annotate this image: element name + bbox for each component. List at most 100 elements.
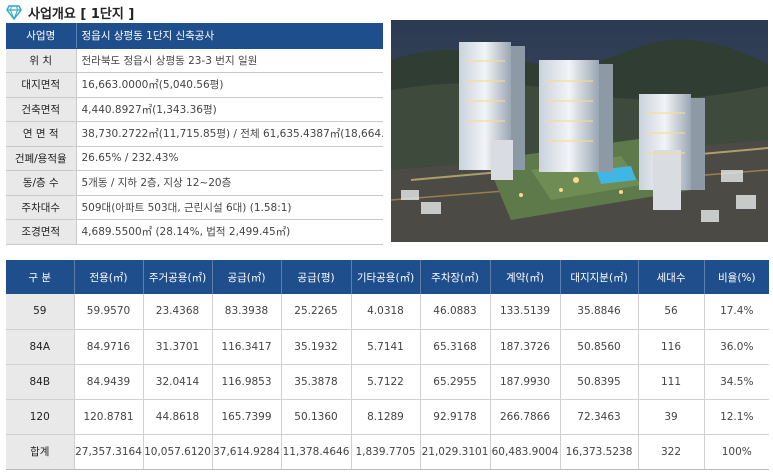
- overview-label: 연 면 적: [6, 121, 77, 147]
- table-cell: 25.2265: [281, 294, 352, 330]
- table-cell: 120: [6, 399, 75, 435]
- overview-value: 전라북도 정읍시 상평동 23-3 번지 일원: [76, 48, 383, 73]
- overview-label: 위 치: [6, 48, 77, 73]
- overview-label: 건폐/용적율: [6, 146, 77, 171]
- table-cell: 44.8618: [143, 399, 213, 435]
- table-cell: 50.8560: [560, 329, 639, 365]
- table-cell: 187.9930: [490, 364, 561, 400]
- overview-row: 사업명 정읍시 상평동 1단지 신축공사: [6, 23, 383, 49]
- table-cell: 72.3463: [560, 399, 639, 435]
- table-cell: 12.1%: [704, 399, 769, 435]
- table-cell: 84.9439: [74, 364, 144, 400]
- column-header: 주차장(㎡): [420, 260, 491, 294]
- overview-row: 대지면적 16,663.0000㎡(5,040.56평): [6, 72, 383, 98]
- table-cell: 116.9853: [212, 364, 282, 400]
- table-cell: 10,057.6120: [143, 434, 213, 470]
- overview-row: 동/층 수 5개동 / 지하 2층, 지상 12~20층: [6, 170, 383, 196]
- table-cell: 59: [6, 294, 75, 330]
- table-cell: 합계: [6, 434, 75, 470]
- table-cell: 32.0414: [143, 364, 213, 400]
- overview-row: 주차대수 509대(아파트 503대, 근린시설 6대) (1.58:1): [6, 195, 383, 220]
- table-cell: 133.5139: [490, 294, 561, 330]
- table-cell: 1,839.7705: [351, 434, 421, 470]
- overview-label: 동/층 수: [6, 170, 77, 196]
- table-cell: 35.3878: [281, 364, 352, 400]
- table-cell: 50.1360: [281, 399, 352, 435]
- table-cell: 17.4%: [704, 294, 769, 330]
- overview-value: 정읍시 상평동 1단지 신축공사: [76, 23, 383, 49]
- table-header-row: 구 분 전용(㎡) 주거공용(㎡) 공급(㎡) 공급(평) 기타공용(㎡) 주차…: [6, 260, 769, 294]
- unit-area-table: 구 분 전용(㎡) 주거공용(㎡) 공급(㎡) 공급(평) 기타공용(㎡) 주차…: [6, 260, 769, 470]
- overview-label: 사업명: [6, 23, 77, 49]
- overview-value: 16,663.0000㎡(5,040.56평): [76, 72, 383, 98]
- column-header: 세대수: [638, 260, 705, 294]
- column-header: 공급(평): [281, 260, 352, 294]
- table-cell: 39: [638, 399, 705, 435]
- overview-value: 38,730.2722㎡(11,715.85평) / 전체 61,635.438…: [76, 121, 383, 147]
- overview-value: 509대(아파트 503대, 근린시설 6대) (1.58:1): [76, 195, 383, 220]
- table-cell: 8.1289: [351, 399, 421, 435]
- table-cell: 36.0%: [704, 329, 769, 365]
- column-header: 주거공용(㎡): [143, 260, 213, 294]
- overview-row: 위 치 전라북도 정읍시 상평동 23-3 번지 일원: [6, 48, 383, 73]
- table-cell: 92.9178: [420, 399, 491, 435]
- table-cell: 35.8846: [560, 294, 639, 330]
- overview-row: 조경면적 4,689.5500㎡ (28.14%, 법적 2,499.45㎡): [6, 219, 383, 245]
- table-cell: 84.9716: [74, 329, 144, 365]
- table-cell: 23.4368: [143, 294, 213, 330]
- overview-label: 대지면적: [6, 72, 77, 98]
- column-header: 구 분: [6, 260, 75, 294]
- overview-value: 26.65% / 232.43%: [76, 146, 383, 171]
- night-aerial-illustration: [391, 20, 768, 242]
- table-cell: 84B: [6, 364, 75, 400]
- table-row: 84B 84.9439 32.0414 116.9853 35.3878 5.7…: [6, 364, 769, 400]
- column-header: 비율(%): [704, 260, 769, 294]
- table-cell: 16,373.5238: [560, 434, 639, 470]
- table-cell: 116: [638, 329, 705, 365]
- table-cell: 165.7399: [212, 399, 282, 435]
- table-cell: 111: [638, 364, 705, 400]
- table-cell: 21,029.3101: [420, 434, 491, 470]
- table-cell: 60,483.9004: [490, 434, 561, 470]
- column-header: 전용(㎡): [74, 260, 144, 294]
- overview-value: 5개동 / 지하 2층, 지상 12~20층: [76, 170, 383, 196]
- table-cell: 59.9570: [74, 294, 144, 330]
- overview-row: 연 면 적 38,730.2722㎡(11,715.85평) / 전체 61,6…: [6, 121, 383, 147]
- table-cell: 5.7122: [351, 364, 421, 400]
- table-cell: 116.3417: [212, 329, 282, 365]
- section-title: 사업개요 [ 1단지 ]: [28, 6, 135, 22]
- overview-table: 사업명 정읍시 상평동 1단지 신축공사 위 치 전라북도 정읍시 상평동 23…: [6, 23, 383, 245]
- column-header: 대지지분(㎡): [560, 260, 639, 294]
- complex-rendering-image: [391, 20, 768, 242]
- table-cell: 46.0883: [420, 294, 491, 330]
- table-cell: 100%: [704, 434, 769, 470]
- table-cell: 50.8395: [560, 364, 639, 400]
- table-cell: 34.5%: [704, 364, 769, 400]
- overview-row: 건폐/용적율 26.65% / 232.43%: [6, 146, 383, 171]
- table-row: 59 59.9570 23.4368 83.3938 25.2265 4.031…: [6, 294, 769, 330]
- table-cell: 31.3701: [143, 329, 213, 365]
- table-cell: 187.3726: [490, 329, 561, 365]
- overview-label: 주차대수: [6, 195, 77, 220]
- overview-row: 건축면적 4,440.8927㎡(1,343.36평): [6, 97, 383, 122]
- table-cell: 120.8781: [74, 399, 144, 435]
- table-cell: 65.2955: [420, 364, 491, 400]
- total-row: 합계 27,357.3164 10,057.6120 37,614.9284 1…: [6, 434, 769, 470]
- diamond-icon: [6, 5, 22, 20]
- section-heading: 사업개요 [ 1단지 ]: [6, 3, 135, 22]
- table-cell: 65.3168: [420, 329, 491, 365]
- column-header: 기타공용(㎡): [351, 260, 421, 294]
- overview-value: 4,689.5500㎡ (28.14%, 법적 2,499.45㎡): [76, 219, 383, 245]
- table-cell: 5.7141: [351, 329, 421, 365]
- overview-label: 건축면적: [6, 97, 77, 122]
- table-cell: 83.3938: [212, 294, 282, 330]
- table-cell: 266.7866: [490, 399, 561, 435]
- table-cell: 37,614.9284: [212, 434, 282, 470]
- table-cell: 11,378.4646: [281, 434, 352, 470]
- table-cell: 35.1932: [281, 329, 352, 365]
- table-cell: 27,357.3164: [74, 434, 144, 470]
- overview-label: 조경면적: [6, 219, 77, 245]
- table-cell: 322: [638, 434, 705, 470]
- column-header: 계약(㎡): [490, 260, 561, 294]
- table-row: 120 120.8781 44.8618 165.7399 50.1360 8.…: [6, 399, 769, 435]
